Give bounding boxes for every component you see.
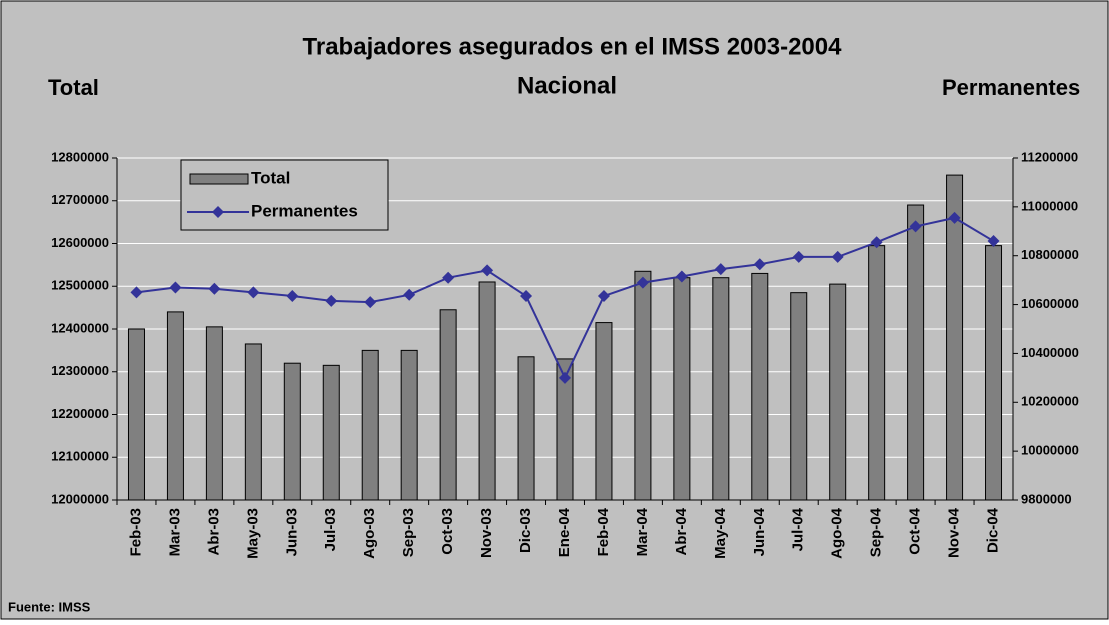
y2-axis-label: Permanentes — [942, 75, 1080, 100]
marker — [130, 286, 143, 299]
x-tick-label: Abr-04 — [673, 507, 690, 555]
x-tick-label: Oct-04 — [907, 507, 924, 554]
y-tick-label: 12100000 — [51, 449, 109, 464]
bar — [634, 270, 652, 501]
marker — [714, 263, 727, 276]
x-tick-label: May-04 — [712, 507, 729, 559]
marker — [403, 288, 416, 301]
bar — [166, 311, 184, 501]
marker — [286, 290, 299, 303]
marker — [831, 250, 844, 263]
bar — [244, 343, 262, 501]
marker — [870, 236, 883, 249]
bar — [673, 277, 691, 501]
marker — [948, 211, 961, 224]
y-tick-label: 12000000 — [51, 491, 109, 506]
marker — [520, 290, 533, 303]
x-tick-label: Oct-03 — [439, 508, 456, 555]
x-tick-label: Abr-03 — [205, 508, 222, 556]
source-note: Fuente: IMSS — [8, 599, 91, 614]
bar — [283, 362, 301, 501]
y2-tick-label: 10600000 — [1021, 296, 1079, 311]
marker — [481, 264, 494, 277]
x-tick-label: Mar-03 — [166, 508, 183, 556]
x-tick-label: Sep-04 — [868, 507, 885, 557]
x-tick-label: Jul-03 — [322, 508, 339, 551]
y-tick-label: 12700000 — [51, 192, 109, 207]
bar — [439, 309, 457, 501]
bar — [322, 364, 340, 501]
marker — [987, 235, 1000, 248]
marker — [753, 258, 766, 271]
bar — [946, 174, 964, 501]
x-tick-label: Nov-04 — [946, 507, 963, 558]
x-tick-label: Jul-04 — [790, 507, 807, 551]
bar — [400, 349, 418, 501]
y2-tick-label: 9800000 — [1021, 491, 1072, 506]
y-tick-label: 12200000 — [51, 406, 109, 421]
y2-tick-label: 10200000 — [1021, 394, 1079, 409]
y2-tick-label: 10000000 — [1021, 443, 1079, 458]
bar — [868, 245, 886, 501]
bar — [517, 356, 535, 501]
marker — [442, 271, 455, 284]
marker — [675, 270, 688, 283]
marker — [364, 296, 377, 309]
legend-label: Total — [251, 168, 290, 187]
legend-swatch — [189, 173, 249, 185]
x-tick-label: Ene-04 — [556, 507, 573, 557]
x-tick-label: Ago-03 — [361, 508, 378, 559]
x-tick-label: Nov-03 — [478, 508, 495, 558]
bar — [829, 283, 847, 501]
y2-tick-label: 11000000 — [1021, 198, 1078, 213]
legend-marker — [212, 206, 224, 218]
x-tick-label: Jun-04 — [751, 507, 768, 556]
marker — [636, 276, 649, 289]
bar — [595, 322, 613, 501]
y2-tick-label: 11200000 — [1021, 149, 1078, 164]
y-axis-label: Total — [48, 75, 99, 100]
x-tick-label: Dic-03 — [517, 508, 534, 553]
x-tick-label: Sep-03 — [400, 508, 417, 557]
marker — [325, 294, 338, 307]
legend — [180, 159, 389, 231]
chart-title: Trabajadores asegurados en el IMSS 2003-… — [303, 33, 843, 60]
x-tick-label: May-03 — [244, 508, 261, 559]
bar — [985, 245, 1003, 501]
bar — [790, 292, 808, 501]
x-tick-label: Feb-04 — [595, 507, 612, 556]
bar — [556, 358, 574, 501]
x-tick-label: Mar-04 — [634, 507, 651, 556]
y-tick-label: 12800000 — [51, 149, 109, 164]
bar — [361, 349, 379, 501]
marker — [597, 290, 610, 303]
x-tick-label: Ago-04 — [829, 507, 846, 558]
bar — [712, 277, 730, 501]
chart-subtitle: Nacional — [517, 72, 617, 99]
marker — [208, 282, 221, 295]
y-tick-label: 12600000 — [51, 235, 109, 250]
y2-tick-label: 10800000 — [1021, 247, 1079, 262]
marker — [169, 281, 182, 294]
bar — [127, 328, 145, 501]
bar — [907, 204, 925, 501]
y-tick-label: 12400000 — [51, 320, 109, 335]
y-tick-label: 12300000 — [51, 363, 109, 378]
marker — [559, 371, 571, 384]
marker — [792, 250, 805, 263]
bar — [205, 326, 223, 501]
marker — [247, 286, 260, 299]
y-tick-label: 12500000 — [51, 278, 109, 293]
bar — [478, 281, 496, 501]
marker — [909, 220, 922, 233]
x-tick-label: Feb-03 — [127, 508, 144, 556]
y2-tick-label: 10400000 — [1021, 345, 1079, 360]
x-tick-label: Jun-03 — [283, 508, 300, 556]
legend-label: Permanentes — [251, 201, 358, 220]
x-tick-label: Dic-04 — [984, 507, 1001, 553]
bar — [751, 272, 769, 501]
